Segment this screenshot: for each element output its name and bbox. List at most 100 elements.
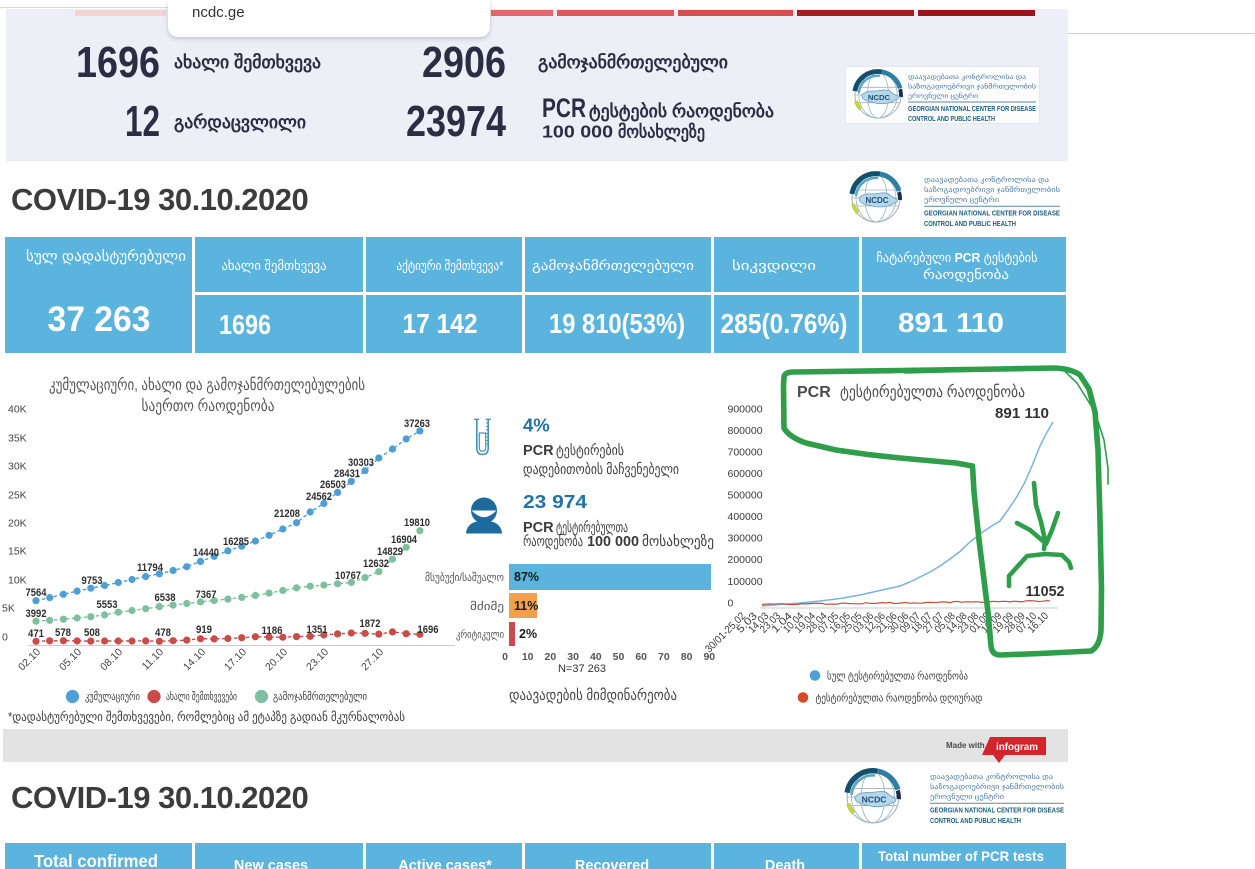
svg-text:20: 20 [545,651,557,663]
svg-text:14829: 14829 [377,546,403,558]
svg-text:GEORGIAN NATIONAL CENTER FOR D: GEORGIAN NATIONAL CENTER FOR DISEASE [930,806,1064,815]
svg-text:ეროვნული ცენტრი: ეროვნული ცენტრი [908,93,978,100]
svg-text:23.10: 23.10 [304,646,331,673]
svg-text:80: 80 [681,651,693,663]
svg-text:დაავადებათა კონტროლისა და: დაავადებათა კონტროლისა და [924,176,1050,184]
svg-text:რაოდენობა: რაოდენობა [923,267,1009,283]
svg-text:50: 50 [613,651,625,663]
svg-text:26503: 26503 [320,479,346,491]
svg-text:ტესტების რაოდენობა: ტესტების რაოდენობა [589,101,774,122]
svg-text:16904: 16904 [391,534,418,546]
svg-text:300000: 300000 [728,533,763,545]
svg-text:7564: 7564 [26,587,48,599]
svg-text:კუმულაციური, ახალი და გამოჯანმ: კუმულაციური, ახალი და გამოჯანმრთელებულებ… [49,376,365,394]
svg-text:გარდაცვლილი: გარდაცვლილი [174,112,306,133]
svg-text:17.10: 17.10 [222,646,249,673]
svg-text:11.10: 11.10 [140,646,167,673]
svg-text:700000: 700000 [728,447,763,459]
svg-text:7367: 7367 [196,589,217,601]
svg-text:დაავადებათა კონტროლისა და: დაავადებათა კონტროლისა და [908,73,1026,81]
svg-text:30: 30 [567,651,579,663]
svg-text:PCR: PCR [542,93,586,123]
svg-text:ახალი შემთხვევა: ახალი შემთხვევა [222,258,327,274]
svg-text:37 263: 37 263 [48,300,151,339]
svg-text:37263: 37263 [404,418,430,430]
svg-text:კუმულაციური: კუმულაციური [85,690,140,703]
svg-text:2%: 2% [519,627,537,641]
svg-text:N=37 263: N=37 263 [558,663,606,675]
svg-text:საზოგადოებრივი ჯანმრთელობის: საზოგადოებრივი ჯანმრთელობის [930,783,1064,791]
svg-text:NCDC: NCDC [862,794,887,804]
svg-text:0: 0 [502,651,508,663]
svg-text:11794: 11794 [137,562,164,574]
svg-text:ეროვნული ცენტრი: ეროვნული ცენტრი [924,196,1000,204]
svg-text:infogram: infogram [996,741,1038,753]
svg-text:40K: 40K [8,404,27,416]
svg-text:GEORGIAN NATIONAL CENTER FOR D: GEORGIAN NATIONAL CENTER FOR DISEASE [924,209,1060,218]
svg-text:ტესტირებულთა რაოდენობა დღიურად: ტესტირებულთა რაოდენობა დღიურად [816,692,983,705]
svg-text:14.10: 14.10 [181,646,208,673]
svg-text:ახალი შემთხვევები: ახალი შემთხვევები [166,690,237,703]
svg-text:23974: 23974 [406,97,506,146]
svg-text:12632: 12632 [363,558,389,570]
svg-text:12: 12 [125,97,160,146]
svg-text:PCR: PCR [523,520,554,536]
svg-text:NCDC: NCDC [865,196,888,205]
svg-text:1696: 1696 [418,624,439,636]
svg-text:ტესტირებულთა: ტესტირებულთა [556,519,628,536]
svg-text:02.10: 02.10 [16,646,43,673]
svg-text:200000: 200000 [728,554,763,566]
svg-text:CONTROL AND PUBLIC HEALTH: CONTROL AND PUBLIC HEALTH [924,219,1016,226]
svg-text:20.10: 20.10 [263,646,290,673]
svg-text:1351: 1351 [307,624,328,636]
svg-text:24562: 24562 [306,491,332,503]
svg-text:4%: 4% [523,415,550,436]
svg-text:5553: 5553 [97,599,118,611]
svg-text:0: 0 [728,597,734,609]
svg-text:23 974: 23 974 [523,491,588,512]
svg-text:აქტიური შემთხვევა*: აქტიური შემთხვევა* [397,258,504,274]
svg-text:891 110: 891 110 [995,406,1049,422]
svg-text:87%: 87% [514,570,539,584]
svg-text:ეროვნული ცენტრი: ეროვნული ცენტრი [930,793,1005,801]
svg-text:სულ დადასტურებული: სულ დადასტურებული [26,248,187,265]
svg-text:PCR: PCR [797,384,831,401]
svg-text:ჩატარებული PCR ტესტების: ჩატარებული PCR ტესტების [877,250,1038,266]
svg-text:478: 478 [155,627,171,639]
svg-text:6538: 6538 [155,592,176,604]
svg-text:გამოჯანმრთელებული: გამოჯანმრთელებული [538,52,728,73]
svg-text:400000: 400000 [728,511,763,523]
svg-text:919: 919 [196,624,212,636]
svg-text:16285: 16285 [223,536,249,548]
svg-text:0: 0 [2,632,8,644]
svg-text:საზოგადოებრივი ჯანმრთელობის: საზოგადოებრივი ჯანმრთელობის [924,186,1060,194]
svg-text:გამოჯანმრთელებული: გამოჯანმრთელებული [532,258,694,274]
svg-text:ტესტირებულთა რაოდენობა: ტესტირებულთა რაოდენობა [840,383,1025,401]
svg-text:508: 508 [84,627,100,639]
svg-text:GEORGIAN NATIONAL CENTER FOR D: GEORGIAN NATIONAL CENTER FOR DISEASE [908,106,1036,113]
svg-text:500000: 500000 [728,490,763,502]
svg-text:800000: 800000 [728,425,763,437]
svg-text:10K: 10K [8,575,27,587]
svg-text:*დადასტურებული შემთხვევები, რო: *დადასტურებული შემთხვევები, რომლებიც ამ … [8,710,405,725]
svg-text:CONTROL AND PUBLIC HEALTH: CONTROL AND PUBLIC HEALTH [908,116,995,123]
svg-text:578: 578 [55,627,71,639]
svg-text:11%: 11% [514,599,538,613]
svg-text:90: 90 [703,651,715,663]
svg-text:5K: 5K [2,603,15,615]
svg-text:35K: 35K [8,433,27,445]
svg-text:100000: 100000 [728,576,763,588]
svg-text:Total number of PCR tests: Total number of PCR tests [878,848,1044,864]
svg-text:05.10: 05.10 [57,646,84,673]
svg-text:15K: 15K [8,546,27,558]
svg-text:100 000: 100 000 [542,122,613,142]
svg-text:20K: 20K [8,518,27,530]
svg-text:New cases: New cases [234,858,308,869]
svg-text:სულ ტესტირებულთა რაოდენობა: სულ ტესტირებულთა რაოდენობა [827,670,968,683]
svg-text:მსუბუქი/საშუალო: მსუბუქი/საშუალო [425,571,504,584]
svg-text:27.10: 27.10 [359,646,386,673]
svg-text:21208: 21208 [274,508,300,520]
svg-text:საერთო რაოდენობა: საერთო რაოდენობა [142,397,275,415]
svg-text:1696: 1696 [219,309,271,340]
svg-text:დადებითობის მაჩვენებელი: დადებითობის მაჩვენებელი [523,461,679,478]
